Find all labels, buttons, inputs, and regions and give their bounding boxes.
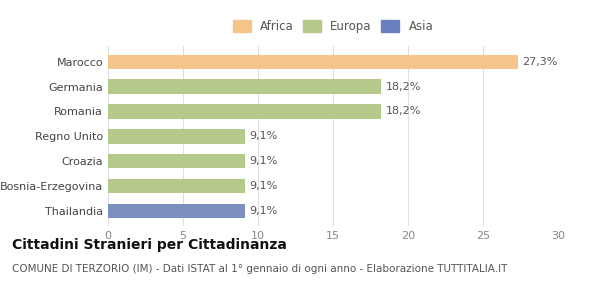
Bar bbox=[108, 179, 245, 193]
Bar bbox=[108, 154, 245, 168]
Text: 27,3%: 27,3% bbox=[522, 57, 557, 67]
Bar bbox=[108, 79, 381, 94]
Text: 18,2%: 18,2% bbox=[386, 81, 421, 92]
Bar bbox=[108, 104, 381, 119]
Text: Cittadini Stranieri per Cittadinanza: Cittadini Stranieri per Cittadinanza bbox=[12, 238, 287, 252]
Text: 9,1%: 9,1% bbox=[249, 206, 277, 216]
Legend: Africa, Europa, Asia: Africa, Europa, Asia bbox=[229, 17, 437, 37]
Text: 9,1%: 9,1% bbox=[249, 131, 277, 141]
Text: 9,1%: 9,1% bbox=[249, 181, 277, 191]
Text: COMUNE DI TERZORIO (IM) - Dati ISTAT al 1° gennaio di ogni anno - Elaborazione T: COMUNE DI TERZORIO (IM) - Dati ISTAT al … bbox=[12, 264, 508, 274]
Bar bbox=[108, 55, 517, 69]
Text: 9,1%: 9,1% bbox=[249, 156, 277, 166]
Text: 18,2%: 18,2% bbox=[386, 106, 421, 117]
Bar bbox=[108, 204, 245, 218]
Bar bbox=[108, 129, 245, 144]
